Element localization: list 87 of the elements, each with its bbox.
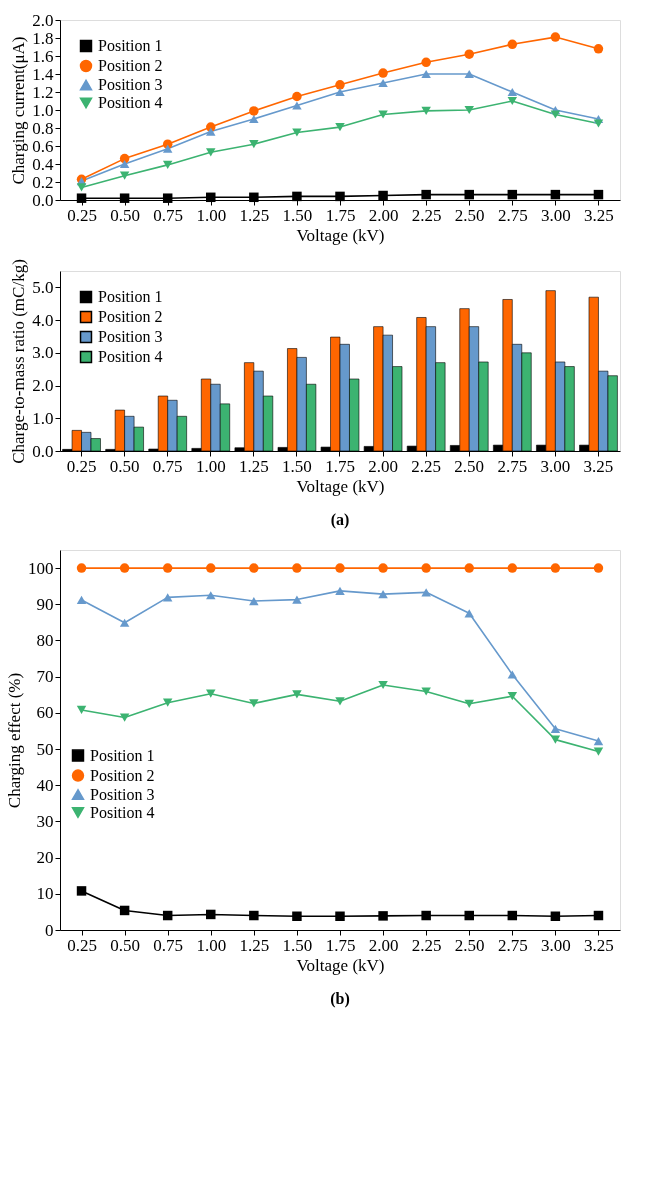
x-tick-label: 2.75	[497, 205, 528, 225]
y-tick-label: 2.0	[32, 10, 54, 30]
x-tick-label: 0.75	[152, 456, 183, 476]
x-tick-label: 1.25	[239, 935, 270, 955]
legend-label: Position 4	[98, 94, 163, 111]
x-axis-title: Voltage (kV)	[296, 225, 385, 245]
y-tick-label: 70	[36, 667, 54, 687]
x-tick-label: 3.00	[540, 456, 571, 476]
x-tick-label: 1.50	[282, 456, 312, 476]
x-tick-label: 1.50	[282, 935, 313, 955]
x-tick-label: 2.00	[368, 935, 399, 955]
y-tick-label: 3.0	[32, 343, 54, 363]
y-tick-label: 1.8	[32, 28, 54, 48]
y-tick-label: 0.8	[32, 118, 54, 138]
x-tick-label: 1.75	[325, 205, 356, 225]
x-tick-label: 0.25	[67, 935, 97, 955]
x-tick-label: 0.75	[153, 935, 184, 955]
x-tick-label: 1.00	[196, 205, 227, 225]
x-tick-label: 2.50	[454, 456, 485, 476]
x-tick-label: 3.25	[584, 205, 614, 225]
x-tick-label: 2.00	[368, 456, 398, 476]
legend-label: Position 1	[90, 746, 155, 764]
x-tick-label: 0.50	[110, 205, 140, 225]
x-tick-label: 1.50	[282, 205, 313, 225]
x-tick-label: 0.75	[153, 205, 184, 225]
y-axis-title: Charging current(μA)	[9, 36, 29, 185]
y-axis-title: Charge-to-mass ratio (mC/kg)	[9, 259, 29, 464]
legend-label: Position 2	[98, 308, 163, 325]
y-tick-label: 1.0	[32, 408, 54, 428]
y-tick-label: 10	[36, 884, 54, 904]
legend-label: Position 4	[90, 803, 155, 821]
y-tick-label: 5.0	[32, 277, 54, 297]
legend-label: Position 3	[98, 76, 163, 93]
y-tick-label: 30	[36, 811, 54, 831]
x-tick-label: 2.25	[411, 456, 442, 476]
x-tick-label: 3.25	[584, 935, 614, 955]
y-tick-label: 1.0	[32, 100, 54, 120]
legend-label: Position 3	[90, 785, 155, 803]
x-tick-label: 3.25	[583, 456, 614, 476]
y-tick-label: 80	[36, 630, 54, 650]
legend-label: Position 2	[98, 57, 163, 74]
x-tick-label: 2.25	[411, 935, 442, 955]
y-tick-label: 0.0	[32, 441, 54, 461]
legend-label: Position 4	[98, 348, 163, 365]
y-tick-label: 0.0	[32, 190, 54, 210]
y-tick-label: 0.6	[32, 136, 54, 156]
y-tick-label: 0.2	[32, 172, 54, 192]
x-tick-label: 2.00	[368, 205, 399, 225]
x-tick-label: 3.00	[541, 935, 571, 955]
y-tick-label: 50	[36, 739, 54, 759]
x-tick-label: 2.75	[497, 935, 528, 955]
legend-label: Position 1	[98, 288, 163, 305]
y-tick-label: 100	[28, 558, 54, 578]
y-tick-label: 40	[36, 775, 54, 795]
y-tick-label: 2.0	[32, 376, 54, 396]
y-axis-title: Charging effect (%)	[5, 672, 24, 809]
x-tick-label: 1.00	[195, 456, 226, 476]
x-tick-label: 2.25	[411, 205, 442, 225]
x-tick-label: 1.75	[325, 456, 355, 476]
legend-label: Position 1	[98, 37, 163, 54]
x-tick-label: 1.75	[325, 935, 356, 955]
x-tick-label: 2.50	[454, 205, 485, 225]
x-tick-label: 0.25	[67, 205, 97, 225]
text: (a)	[330, 511, 350, 529]
x-axis-title: Voltage (kV)	[296, 955, 385, 975]
y-tick-label: 0	[45, 920, 54, 940]
y-tick-label: 4.0	[32, 310, 54, 330]
y-tick-label: 20	[36, 848, 54, 868]
x-tick-label: 2.75	[497, 456, 528, 476]
y-tick-label: 1.2	[32, 82, 54, 102]
x-tick-label: 0.25	[66, 456, 97, 476]
text: (b)	[330, 990, 350, 1008]
y-tick-label: 0.4	[32, 154, 54, 174]
x-tick-label: 2.50	[454, 935, 485, 955]
x-tick-label: 0.50	[110, 935, 140, 955]
x-tick-label: 1.00	[196, 935, 227, 955]
legend-label: Position 2	[90, 766, 155, 784]
y-tick-label: 1.6	[32, 46, 54, 66]
y-tick-label: 1.4	[32, 64, 54, 84]
x-tick-label: 1.25	[239, 205, 270, 225]
x-axis-title: Voltage (kV)	[296, 476, 385, 496]
x-tick-label: 0.50	[109, 456, 140, 476]
y-tick-label: 60	[36, 703, 54, 723]
x-tick-label: 3.00	[541, 205, 571, 225]
x-tick-label: 1.25	[238, 456, 269, 476]
y-tick-label: 90	[36, 594, 54, 614]
legend-label: Position 3	[98, 328, 163, 345]
